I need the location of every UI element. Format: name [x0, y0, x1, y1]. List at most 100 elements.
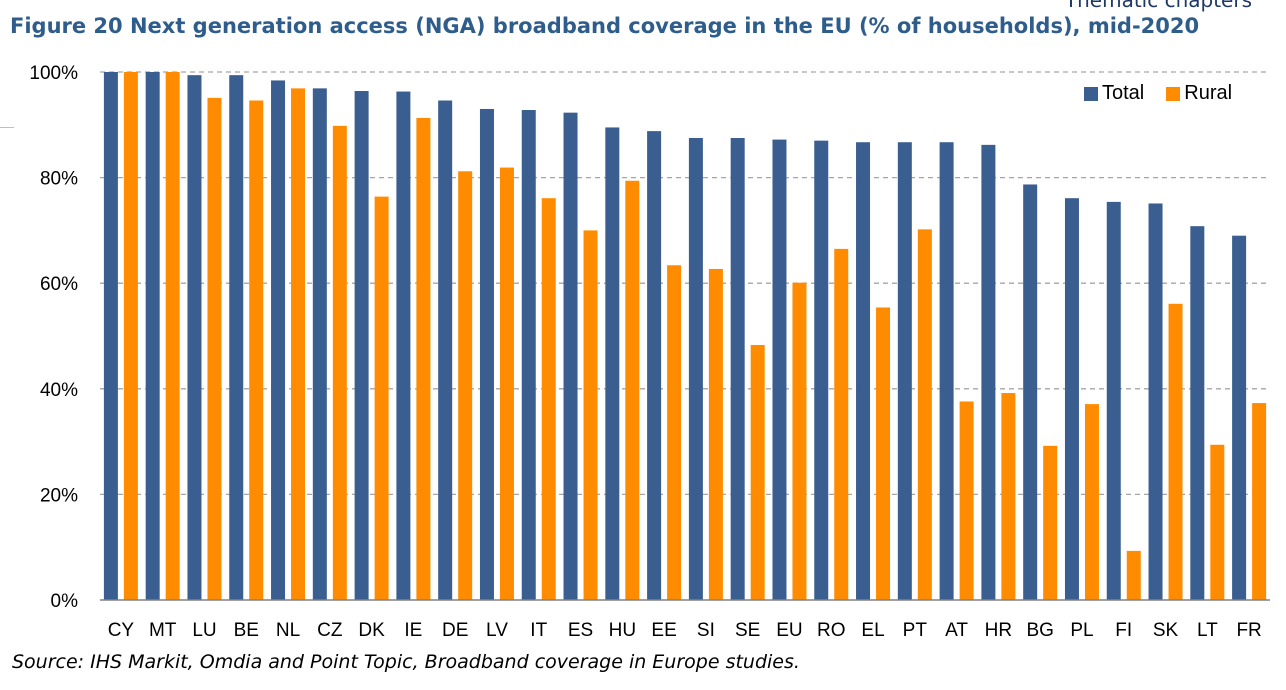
- x-tick-label: HR: [985, 620, 1012, 641]
- x-tick-label: IT: [530, 620, 547, 641]
- legend-swatch-total: [1084, 86, 1098, 101]
- bar-rural-fr: [1252, 403, 1267, 600]
- bar-total-cz: [312, 88, 327, 601]
- x-tick-label: DE: [442, 620, 468, 641]
- bar-rural-lu: [207, 97, 222, 600]
- bar-rural-se: [750, 344, 765, 600]
- x-axis-ticks: CY MT LU BE NL CZ DK IE DE LV IT ES HU EE SI SE EU RO EL PT…: [108, 620, 1262, 641]
- bar-total-nl: [271, 80, 286, 600]
- bar-total-lu: [187, 75, 202, 601]
- bar-rural-de: [458, 171, 473, 601]
- figure-title: Figure 20 Next generation access (NGA) b…: [10, 14, 1200, 38]
- x-tick-label: SE: [735, 620, 760, 641]
- bar-rural-it: [541, 198, 556, 600]
- bar-rural-at: [959, 401, 974, 600]
- bar-total-it: [521, 110, 536, 601]
- bar-total-eu: [772, 139, 787, 601]
- bar-total-ro: [814, 140, 829, 600]
- bar-rural-hu: [625, 180, 640, 600]
- y-tick-label: 100%: [29, 63, 78, 84]
- bar-rural-nl: [291, 88, 306, 601]
- x-tick-label: BG: [1026, 620, 1053, 641]
- bar-total-fi: [1106, 201, 1121, 600]
- bar-total-mt: [145, 72, 160, 600]
- x-tick-label: CY: [108, 620, 135, 641]
- bar-total-bg: [1023, 184, 1038, 601]
- running-header: Thematic chapters: [1064, 0, 1252, 12]
- bar-rural-si: [708, 268, 723, 600]
- y-tick-label: 40%: [40, 380, 78, 401]
- x-tick-label: RO: [817, 620, 846, 641]
- y-tick-label: 80%: [40, 169, 78, 190]
- legend-swatch-rural: [1166, 86, 1181, 101]
- bar-total-at: [939, 142, 954, 600]
- bar-rural-ee: [667, 265, 682, 600]
- bar-total-es: [563, 112, 578, 600]
- bar-total-de: [438, 100, 453, 601]
- x-tick-label: AT: [945, 620, 968, 641]
- bar-rural-ro: [834, 248, 849, 600]
- x-tick-label: LU: [192, 620, 216, 641]
- y-tick-label: 0%: [51, 591, 79, 612]
- bar-rural-lv: [499, 167, 514, 600]
- bar-rural-ie: [416, 117, 431, 600]
- bar-total-el: [856, 142, 871, 600]
- bar-rural-bg: [1043, 445, 1058, 600]
- bar-rural-lt: [1210, 444, 1225, 600]
- x-tick-label: NL: [276, 620, 300, 641]
- bar-rural-cz: [332, 125, 347, 600]
- x-tick-label: ES: [568, 620, 593, 641]
- bar-rural-be: [249, 100, 264, 601]
- bar-rural-mt: [165, 72, 180, 600]
- x-tick-label: MT: [149, 620, 177, 641]
- x-tick-label: HU: [609, 620, 636, 641]
- legend-item-rural: Rural: [1166, 82, 1232, 105]
- source-note: Source: IHS Markit, Omdia and Point Topi…: [12, 651, 800, 673]
- bar-total-pt: [897, 142, 912, 600]
- bar-rural-es: [583, 230, 598, 600]
- x-tick-label: SI: [697, 620, 715, 641]
- bar-total-hr: [981, 144, 996, 600]
- x-tick-label: BE: [234, 620, 259, 641]
- x-tick-label: CZ: [317, 620, 343, 641]
- bar-total-cy: [103, 72, 118, 600]
- bar-rural-cy: [123, 72, 138, 600]
- bar-total-ie: [396, 91, 411, 600]
- legend: Total Rural: [1084, 82, 1254, 105]
- x-tick-label: EU: [776, 620, 802, 641]
- y-tick-label: 60%: [40, 274, 78, 295]
- bar-total-se: [730, 138, 745, 600]
- y-tick-label: 20%: [40, 485, 78, 506]
- bar-total-sk: [1148, 203, 1163, 601]
- x-tick-label: EL: [861, 620, 884, 641]
- bar-rural-sk: [1168, 303, 1183, 600]
- bar-total-fr: [1232, 235, 1247, 600]
- bar-rural-hr: [1001, 393, 1016, 600]
- legend-label-total: Total: [1102, 82, 1145, 104]
- bar-rural-fi: [1126, 550, 1141, 600]
- x-tick-label: SK: [1153, 620, 1179, 641]
- x-tick-label: LV: [486, 620, 508, 641]
- bar-total-pl: [1064, 198, 1079, 600]
- bar-rural-pt: [917, 229, 932, 600]
- legend-item-total: Total: [1084, 82, 1144, 105]
- x-tick-label: PT: [903, 620, 928, 641]
- x-tick-label: FI: [1115, 620, 1132, 641]
- bar-rural-el: [876, 307, 891, 600]
- margin-rule: [0, 127, 14, 128]
- bar-total-dk: [354, 91, 369, 601]
- bar-total-ee: [647, 131, 662, 601]
- bar-total-lv: [479, 108, 494, 601]
- x-tick-label: PL: [1070, 620, 1093, 641]
- y-axis-ticks: 0% 20% 40% 60% 80% 100%: [29, 63, 78, 612]
- x-tick-label: IE: [404, 620, 422, 641]
- x-tick-label: EE: [651, 620, 676, 641]
- bar-rural-pl: [1084, 404, 1099, 600]
- bar-total-si: [688, 138, 703, 600]
- bar-total-lt: [1190, 226, 1205, 600]
- x-tick-label: DK: [358, 620, 385, 641]
- x-tick-label: LT: [1197, 620, 1218, 641]
- legend-label-rural: Rural: [1184, 82, 1233, 104]
- x-tick-label: FR: [1236, 620, 1261, 641]
